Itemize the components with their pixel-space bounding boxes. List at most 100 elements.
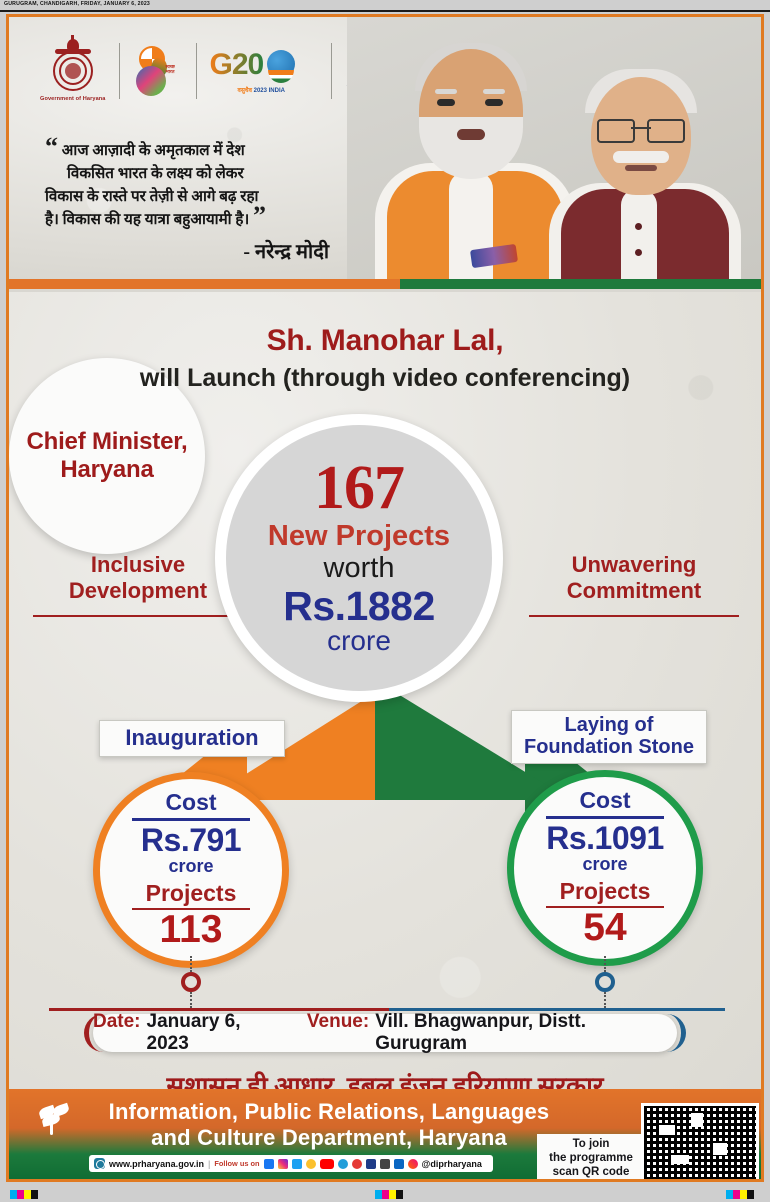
worth-label: worth [323, 551, 395, 584]
baseline-left [49, 1008, 389, 1011]
hero-band: Government of Haryana स्वच्छ भारत G20 वसु… [9, 17, 761, 279]
g20-subtitle: वसुधैव 2023 INDIA [237, 87, 285, 94]
tricolor-divider [9, 279, 761, 289]
roposo-icon[interactable] [379, 1158, 390, 1169]
cm-name: Sh. Manohar Lal, [266, 324, 504, 357]
tagline-right-rule [529, 614, 739, 618]
connector-dash-left-bottom [190, 992, 192, 1008]
venue-value: Vill. Bhagwanpur, Distt. Gurugram [375, 1011, 586, 1054]
foundation-stone-label: Laying of Foundation Stone [511, 710, 707, 764]
date-label: Date: [93, 1011, 141, 1032]
logo-divider [118, 42, 120, 99]
follow-label: Follow us on [214, 1159, 260, 1168]
cmyk-marks-center [375, 1190, 403, 1199]
website-icon [94, 1158, 105, 1169]
quote-line-1: “ आज आज़ादी के अमृतकाल में देश [45, 132, 245, 161]
venue-label: Venue: [306, 1011, 370, 1032]
inauguration-cost-amount: Rs.791 [140, 821, 242, 858]
inauguration-projects-label: Projects [145, 879, 237, 906]
swachh-bharat-logo: स्वच्छ भारत [120, 44, 196, 98]
moj-icon[interactable] [407, 1158, 418, 1169]
inauguration-cost-label: Cost [165, 789, 217, 816]
connector-dash-left-top [190, 956, 192, 972]
logo-divider [330, 42, 332, 99]
linkedin-icon[interactable] [393, 1158, 404, 1169]
department-line-2: and Culture Department, Haryana [151, 1125, 507, 1150]
tagline-left-line2: Development [68, 578, 208, 604]
quote-author: - नरेन्द्र मोदी [243, 241, 329, 264]
quote-open-mark: “ [45, 132, 58, 161]
bar-separator: | [208, 1158, 211, 1169]
launch-action: will Launch (through video conferencing) [139, 364, 631, 392]
total-projects-count: 167 [314, 454, 405, 523]
quote-line-4: है। विकास की यह यात्रा बहुआयामी है। ” [45, 201, 267, 231]
baseline-right [389, 1008, 725, 1011]
inauguration-projects-rule [132, 907, 250, 911]
facebook-icon[interactable] [263, 1158, 274, 1169]
quote-line-2: विकसित भारत के लक्ष्य को लेकर [67, 165, 244, 183]
dipr-leaf-icon [37, 1102, 71, 1135]
twitter-icon[interactable] [291, 1158, 302, 1169]
logo-row: Government of Haryana स्वच्छ भारत G20 वसु… [27, 35, 450, 102]
total-projects-label: New Projects [267, 519, 451, 552]
inauguration-cost-rule [132, 818, 250, 821]
instagram-icon[interactable] [277, 1158, 288, 1169]
sharechat-icon[interactable] [351, 1158, 362, 1169]
event-venue: Venue: Vill. Bhagwanpur, Distt. Gurugram [307, 1011, 677, 1055]
event-details-pill: Date: January 6, 2023 Venue: Vill. Bhagw… [84, 1011, 686, 1055]
g20-india-logo: G20 वसुधैव 2023 INDIA [197, 44, 331, 98]
tagline-right-line2: Commitment [566, 578, 702, 604]
telegram-icon[interactable] [337, 1158, 348, 1169]
qr-caption: To join the programme scan QR code [537, 1134, 645, 1179]
divider-shadow [9, 289, 761, 292]
social-bar: www.prharyana.gov.in | Follow us on @dip… [89, 1155, 493, 1172]
foundation-cost-amount: Rs.1091 [546, 819, 664, 856]
portrait-narendra-modi [375, 43, 575, 279]
main-content: Sh. Manohar Lal, Chief Minister, Haryana… [9, 292, 761, 1179]
qr-caption-line2: the programme [549, 1151, 633, 1164]
foundation-label-line1: Laying of [564, 714, 654, 736]
inauguration-circle: Cost Rs.791 crore Projects 113 [93, 772, 289, 968]
pm-quote: “ आज आज़ादी के अमृतकाल में देश विकसित भा… [45, 132, 345, 264]
connector-dot-right [595, 972, 615, 992]
connector-dash-right-top [604, 956, 606, 972]
qr-code-image [644, 1106, 756, 1179]
newspaper-dateline: GURUGRAM, CHANDIGARH, FRIDAY, JANUARY 6,… [4, 1, 151, 7]
haryana-emblem-icon [50, 35, 96, 93]
newspaper-strap: GURUGRAM, CHANDIGARH, FRIDAY, JANUARY 6,… [0, 0, 770, 14]
g20-icon: G20 वसुधैव 2023 INDIA [210, 44, 318, 98]
g20-wordmark: G20 [209, 47, 265, 81]
chingari-icon[interactable] [365, 1158, 376, 1169]
inauguration-projects-count: 113 [159, 908, 223, 952]
inauguration-cost-unit: crore [168, 855, 214, 876]
advertisement-poster: Government of Haryana स्वच्छ भारत G20 वसु… [6, 14, 764, 1182]
website-url[interactable]: www.prharyana.gov.in [109, 1158, 205, 1169]
social-handle[interactable]: @diprharyana [421, 1158, 482, 1169]
total-amount-unit: crore [327, 624, 391, 656]
qr-code[interactable] [641, 1103, 759, 1179]
foundation-cost-label: Cost [579, 787, 631, 814]
foundation-label-line2: Foundation Stone [524, 736, 694, 759]
foundation-cost-unit: crore [582, 853, 628, 874]
strap-rule [0, 10, 770, 12]
qr-caption-line1: To join [572, 1137, 610, 1150]
tagline-left-rule [33, 614, 243, 618]
leaders-photo [347, 17, 761, 279]
foundation-projects-label: Projects [559, 877, 651, 904]
connector-dash-right-bottom [604, 992, 606, 1008]
inauguration-label: Inauguration [99, 720, 285, 757]
connector-dot-left [181, 972, 201, 992]
tagline-right-line1: Unwavering [571, 552, 697, 577]
koo-icon[interactable] [305, 1158, 316, 1169]
foundation-projects-rule [546, 905, 664, 909]
print-registration-bar [0, 1188, 770, 1202]
quote-line-3: विकास के रास्ते पर तेज़ी से आगे बढ़ रहा [45, 188, 259, 206]
foundation-cost-rule [546, 816, 664, 819]
foundation-stone-circle: Cost Rs.1091 crore Projects 54 [507, 770, 703, 966]
page-title: Sh. Manohar Lal, Chief Minister, Haryana [9, 324, 761, 554]
tagline-left-line1: Inclusive [90, 552, 186, 577]
department-line-1: Information, Public Relations, Languages [108, 1099, 550, 1124]
cm-title: Chief Minister, Haryana [9, 358, 205, 554]
youtube-icon[interactable] [319, 1158, 334, 1169]
qr-caption-line3: scan QR code [552, 1166, 630, 1179]
